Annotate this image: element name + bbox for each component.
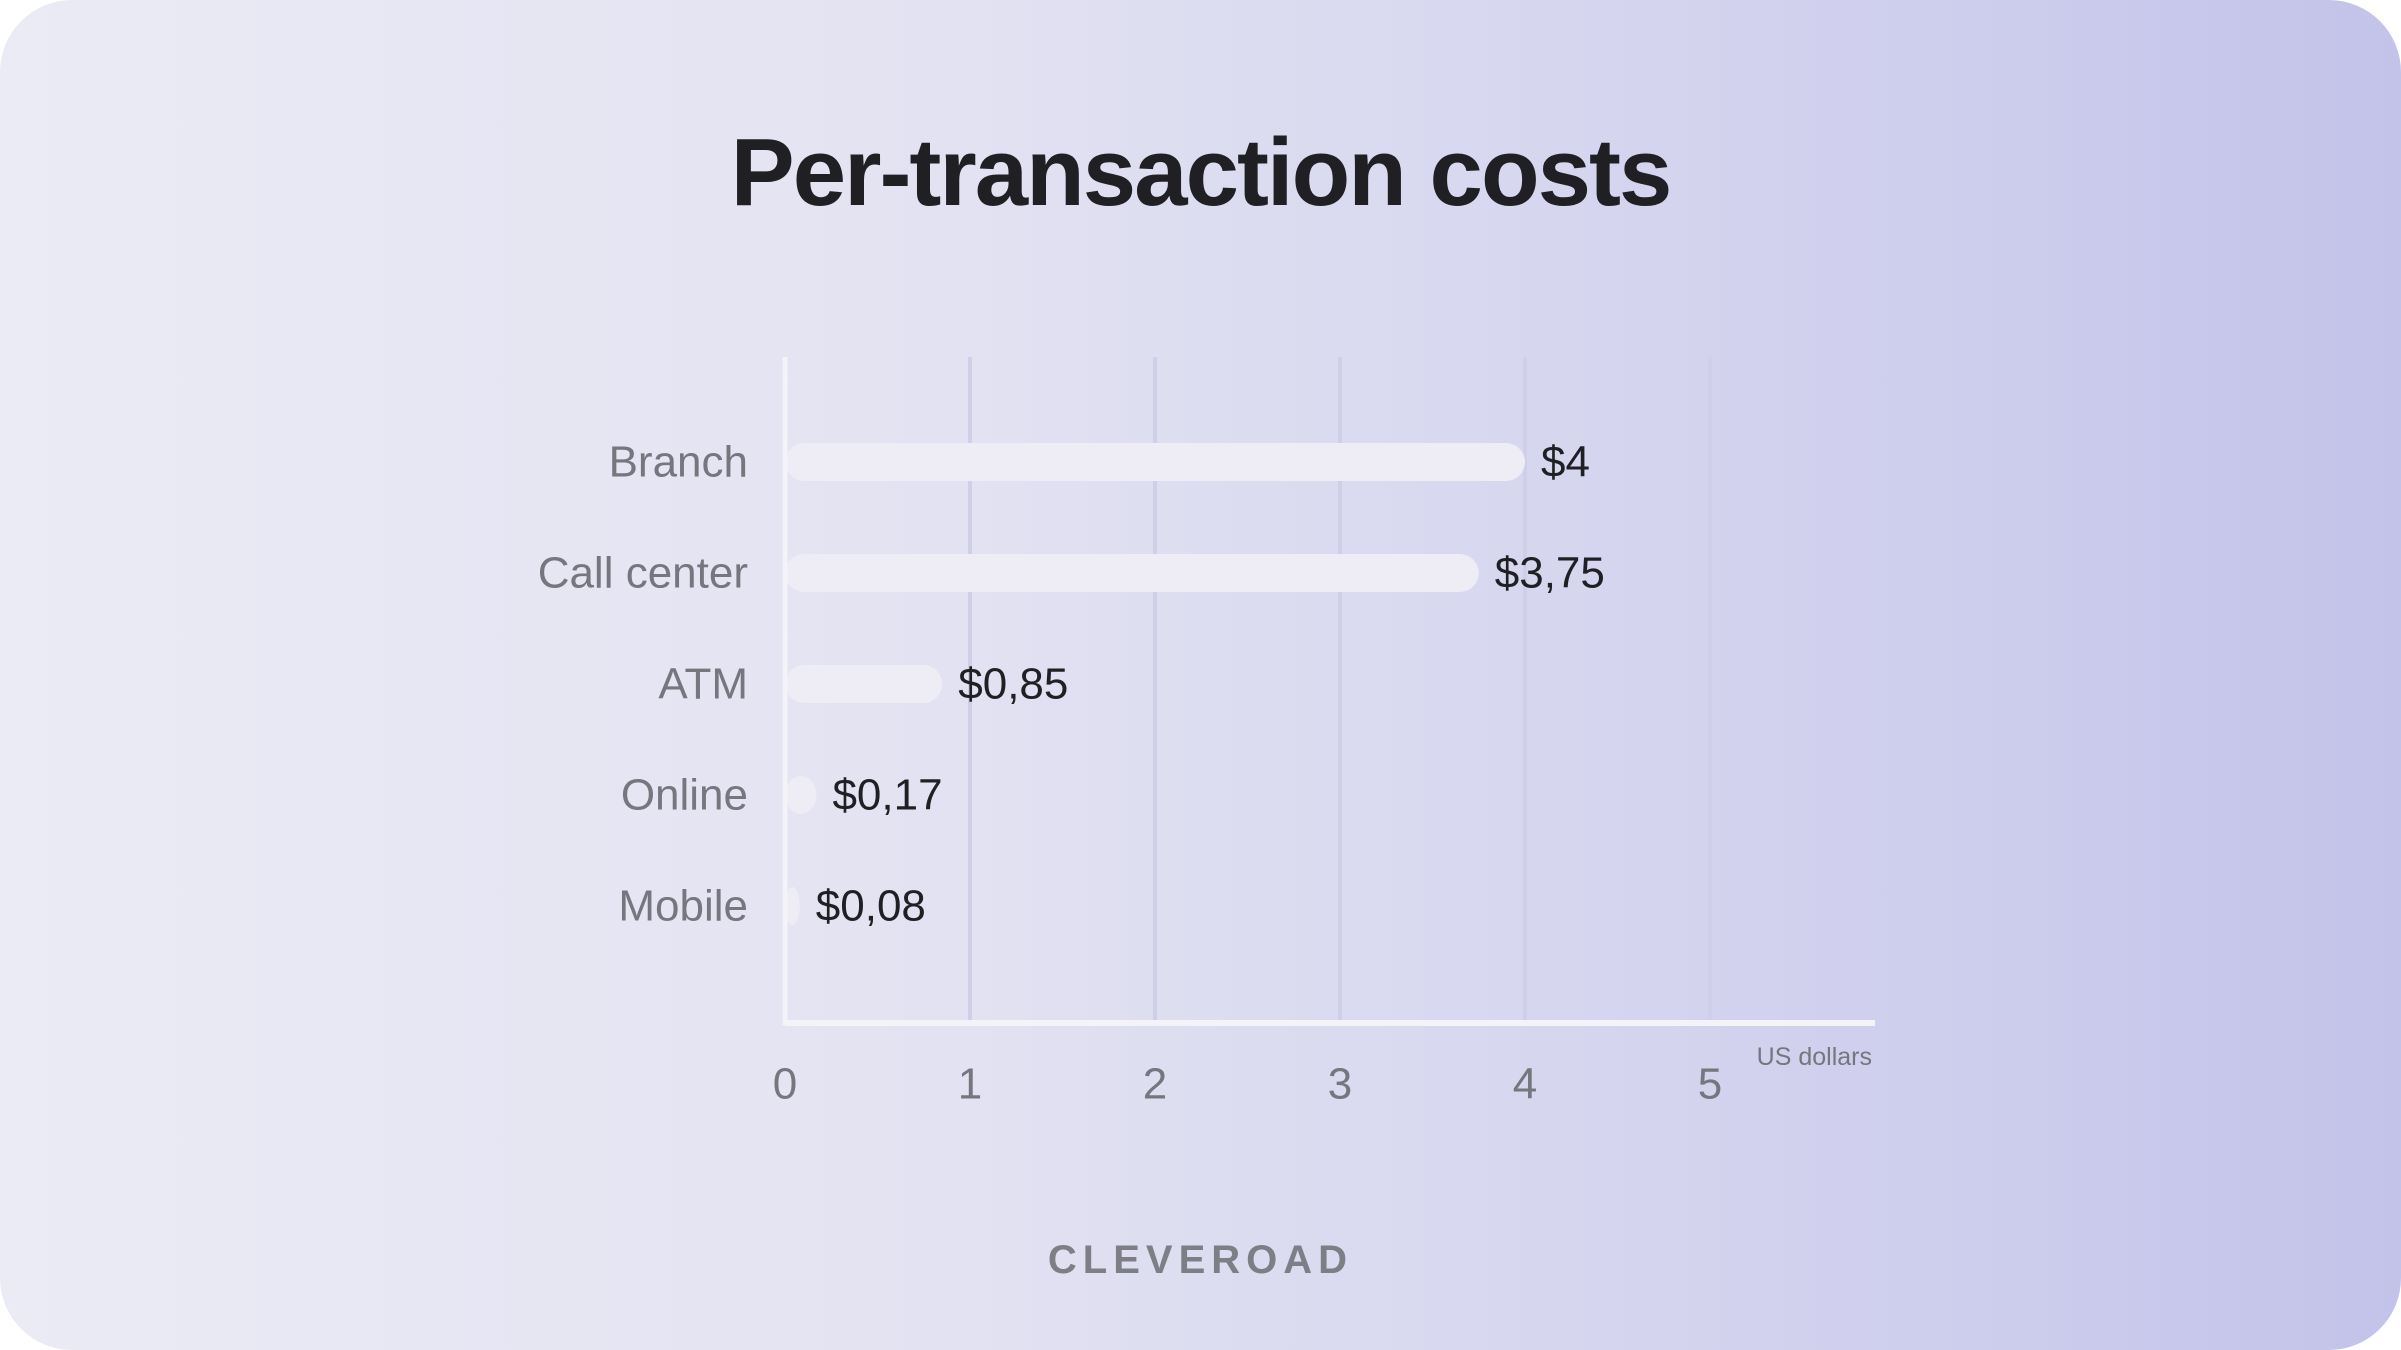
x-tick-label: 3: [1328, 1060, 1352, 1109]
value-label: $0,85: [958, 660, 1068, 709]
bar-online: [785, 776, 817, 814]
value-label: $0,17: [832, 771, 942, 820]
category-label: Call center: [538, 549, 748, 598]
bar-branch: [785, 443, 1525, 481]
value-label: $3,75: [1495, 549, 1605, 598]
brand-logo: CLEVEROAD: [1047, 1238, 1354, 1282]
bar-mobile: [785, 887, 800, 925]
category-label: Mobile: [618, 882, 748, 931]
category-label: Branch: [609, 438, 748, 487]
labels: Branch $4 Call center $3,75 ATM $0,85 Online $0…: [538, 438, 1872, 1109]
bars: [785, 443, 1525, 925]
value-label: $0,08: [816, 882, 926, 931]
x-tick-label: 1: [958, 1060, 982, 1109]
x-tick-label: 4: [1513, 1060, 1537, 1109]
x-tick-label: 0: [773, 1060, 797, 1109]
chart-title: Per-transaction costs: [730, 119, 1673, 226]
category-label: Online: [621, 771, 748, 820]
bar-call-center: [785, 554, 1479, 592]
x-axis-label: US dollars: [1757, 1043, 1872, 1071]
axes: [782, 357, 1875, 1026]
category-label: ATM: [658, 660, 748, 709]
value-label: $4: [1541, 438, 1590, 487]
bar-atm: [785, 665, 943, 703]
x-tick-label: 2: [1143, 1060, 1167, 1109]
x-tick-label: 5: [1698, 1060, 1722, 1109]
